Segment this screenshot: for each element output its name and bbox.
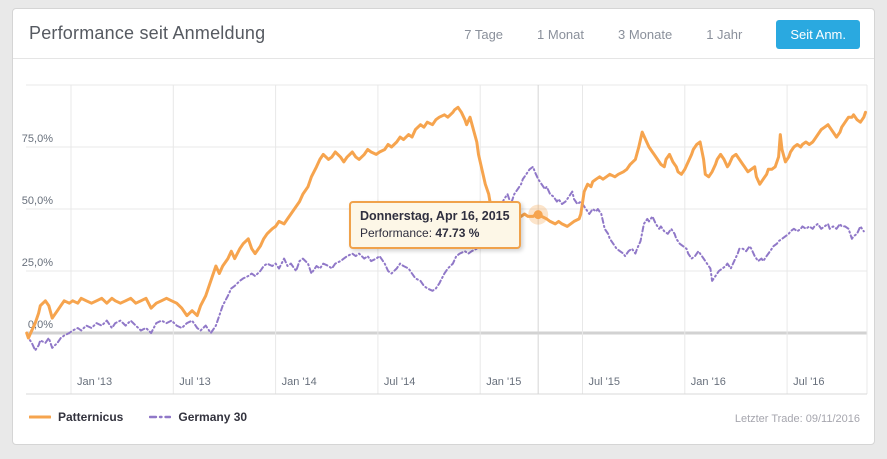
y-axis-label: 50,0% bbox=[22, 195, 53, 207]
chart-legend: Patternicus Germany 30 bbox=[29, 410, 247, 424]
range-button-seit-anm-[interactable]: Seit Anm. bbox=[776, 19, 860, 49]
legend-label: Patternicus bbox=[58, 410, 124, 424]
tooltip-performance: Performance: 47.73 % bbox=[360, 225, 510, 241]
x-axis-label: Jan '15 bbox=[486, 376, 521, 388]
legend-label: Germany 30 bbox=[178, 410, 248, 424]
range-button-1-jahr[interactable]: 1 Jahr bbox=[706, 26, 743, 42]
y-axis-label: 75,0% bbox=[22, 133, 53, 145]
tooltip-performance-label: Performance: bbox=[360, 226, 433, 240]
x-axis-label: Jul '14 bbox=[384, 376, 415, 388]
legend-item-germany-30[interactable]: Germany 30 bbox=[149, 410, 247, 424]
x-axis-label: Jul '16 bbox=[793, 376, 824, 388]
page-title: Performance seit Anmeldung bbox=[29, 23, 266, 43]
range-button-7-tage[interactable]: 7 Tage bbox=[464, 26, 504, 42]
tooltip-date: Donnerstag, Apr 16, 2015 bbox=[360, 209, 510, 223]
marker-point bbox=[533, 210, 543, 220]
x-axis-label: Jul '13 bbox=[179, 376, 210, 388]
x-axis-label: Jan '16 bbox=[691, 376, 726, 388]
series-line-germany-30[interactable] bbox=[25, 165, 865, 352]
legend-swatch-icon bbox=[29, 415, 51, 419]
tooltip-performance-value: 47.73 % bbox=[435, 226, 480, 240]
performance-card: 0,0% 25,0% 50,0% 75,0% Jan '13 Jul '13 Jan '14… bbox=[12, 8, 875, 445]
range-button-1-monat[interactable]: 1 Monat bbox=[537, 26, 585, 42]
legend-swatch-icon bbox=[149, 415, 172, 419]
range-button-3-monate[interactable]: 3 Monate bbox=[618, 26, 673, 42]
range-selector: 7 Tage 1 Monat 3 Monate 1 Jahr Seit Anm. bbox=[464, 9, 860, 59]
legend-item-patternicus[interactable]: Patternicus bbox=[29, 410, 123, 424]
x-axis-label: Jul '15 bbox=[589, 376, 620, 388]
y-axis-label: 25,0% bbox=[22, 257, 53, 269]
x-axis-label: Jan '13 bbox=[77, 376, 112, 388]
card-header: Performance seit Anmeldung 7 Tage 1 Monat… bbox=[13, 9, 874, 59]
x-axis-label: Jan '14 bbox=[282, 376, 317, 388]
last-trade-note: Letzter Trade: 09/11/2016 bbox=[734, 413, 860, 425]
chart-tooltip: Donnerstag, Apr 16, 2015 Performance: 47… bbox=[349, 201, 521, 249]
